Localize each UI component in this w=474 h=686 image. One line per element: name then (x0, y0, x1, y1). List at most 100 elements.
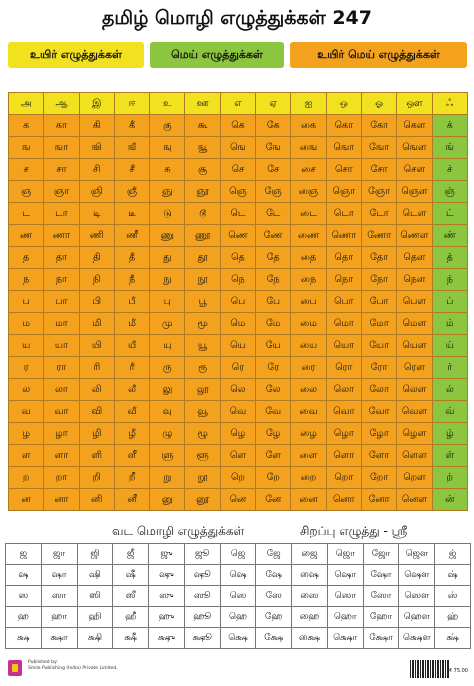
compound-letter-cell: பா (43, 290, 80, 313)
compound-letter-cell: ணோ (360, 224, 398, 247)
vowel-cell: உ (149, 92, 186, 115)
compound-letter-cell: னீ (113, 488, 151, 511)
compound-letter-cell: ரா (43, 356, 80, 379)
compound-letter-cell: ளு (149, 444, 186, 467)
consonant-cell: ம் (431, 312, 469, 335)
vowel-cell: இ (78, 92, 115, 115)
grantha-letter-cell: ஸு (148, 585, 185, 607)
compound-letter-cell: ழே (255, 422, 292, 445)
compound-letter-cell: வோ (360, 400, 398, 423)
compound-letter-cell: வ (7, 400, 45, 423)
compound-letter-cell: ல (7, 378, 45, 401)
compound-letter-cell: நூ (184, 268, 221, 291)
grantha-letter-cell: ஜெ (219, 543, 257, 565)
compound-letter-cell: த (7, 246, 45, 269)
compound-letter-cell: ரொ (325, 356, 362, 379)
table-row: ம மா மி மீ மு மூ மெ மே மை மொ மோ மௌ ம் (7, 312, 469, 335)
compound-letter-cell: ஙை (290, 136, 327, 159)
compound-letter-cell: டீ (113, 202, 151, 225)
grantha-letter-cell: ஜீ (112, 543, 150, 565)
grantha-letter-cell: ஸா (40, 585, 78, 607)
compound-letter-cell: யௌ (396, 334, 433, 357)
compound-letter-cell: ஞொ (325, 180, 362, 203)
consonant-cell: ய் (431, 334, 469, 357)
compound-letter-cell: ள (7, 444, 45, 467)
compound-letter-cell: றோ (360, 466, 398, 489)
compound-letter-cell: தூ (184, 246, 221, 269)
compound-letter-cell: டே (255, 202, 292, 225)
compound-letter-cell: ணி (78, 224, 115, 247)
legend-compound: உயிர் மெய் எழுத்துக்கள் (290, 42, 467, 68)
compound-letter-cell: மொ (325, 312, 362, 335)
legend-vowels: உயிர் எழுத்துக்கள் (8, 42, 144, 68)
table-row: ஷ ஷா ஷி ஷீ ஷு ஷூ ஷெ ஷே ஷை ஷொ ஷோ ஷௌ ஷ் (5, 564, 471, 586)
grantha-letter-cell: க்ஷொ (326, 627, 364, 649)
table-row: ழ ழா ழி ழீ ழு ழூ ழெ ழே ழை ழொ ழோ ழௌ ழ் (7, 422, 469, 445)
compound-letter-cell: ஙா (43, 136, 80, 159)
publisher-footer: Published by: Smile Publishing (India) P… (8, 660, 468, 682)
compound-letter-cell: டி (78, 202, 115, 225)
compound-letter-cell: ஙௌ (396, 136, 433, 159)
compound-letter-cell: ளீ (113, 444, 151, 467)
compound-letter-cell: ப (7, 290, 45, 313)
consonant-cell: ச் (431, 158, 469, 181)
consonant-cell: க் (431, 114, 469, 137)
consonant-cell: ன் (431, 488, 469, 511)
compound-letter-cell: வௌ (396, 400, 433, 423)
compound-letter-cell: றௌ (396, 466, 433, 489)
compound-letter-cell: ரே (255, 356, 292, 379)
grantha-letter-cell: ஷே (255, 564, 293, 586)
grantha-letter-cell: ஜோ (362, 543, 400, 565)
grantha-letter-cell: ஜி (76, 543, 114, 565)
compound-letter-cell: ண (7, 224, 45, 247)
grantha-letter-cell: ஸூ (183, 585, 221, 607)
table-row: ஜ ஜா ஜி ஜீ ஜு ஜூ ஜெ ஜே ஜை ஜொ ஜோ ஜௌ ஜ் (5, 543, 471, 565)
grantha-title: வட மொழி எழுத்துக்கள் (112, 524, 245, 538)
compound-letter-cell: ளெ (219, 444, 257, 467)
published-by-label: Published by: (28, 660, 58, 665)
compound-letter-cell: நொ (325, 268, 362, 291)
compound-letter-cell: றொ (325, 466, 362, 489)
grantha-letter-cell: ஹ் (434, 606, 471, 628)
compound-letter-cell: று (149, 466, 186, 489)
grantha-letter-cell: ஷௌ (398, 564, 436, 586)
compound-letter-cell: பி (78, 290, 115, 313)
compound-letter-cell: லீ (113, 378, 151, 401)
compound-letter-cell: யொ (325, 334, 362, 357)
compound-letter-cell: கூ (184, 114, 221, 137)
grantha-letter-cell: ஷீ (112, 564, 150, 586)
tamil-letters-grid: அ ஆ இ ஈ உ ஊ எ ஏ ஐ ஒ ஓ ஔ ஃ க கா கி கீ கு கூ கெ கே கை கொ கோ கௌ க் ங ங… (7, 92, 469, 511)
compound-letter-cell: னௌ (396, 488, 433, 511)
compound-letter-cell: ரோ (360, 356, 398, 379)
table-row: வ வா வி வீ வு வூ வெ வே வை வொ வோ வௌ வ் (7, 400, 469, 423)
grantha-letter-cell: ஜு (148, 543, 185, 565)
grantha-letter-cell: ஸி (76, 585, 114, 607)
compound-letter-cell: தை (290, 246, 327, 269)
compound-letter-cell: ஞௌ (396, 180, 433, 203)
special-letter-title: சிறப்பு எழுத்து - ஸ்ரீ (300, 524, 408, 538)
compound-letter-cell: மை (290, 312, 327, 335)
compound-letter-cell: சோ (360, 158, 398, 181)
compound-letter-cell: ழி (78, 422, 115, 445)
compound-letter-cell: தீ (113, 246, 151, 269)
grantha-letter-cell: ஷு (148, 564, 185, 586)
consonant-cell: ந் (431, 268, 469, 291)
grantha-letter-cell: க்ஷெ (219, 627, 257, 649)
table-row: ப பா பி பீ பு பூ பெ பே பை பொ போ பௌ ப் (7, 290, 469, 313)
compound-letter-cell: றெ (219, 466, 257, 489)
compound-letter-cell: தே (255, 246, 292, 269)
grantha-letter-cell: ஜா (40, 543, 78, 565)
compound-letter-cell: மே (255, 312, 292, 335)
compound-letter-cell: ஞூ (184, 180, 221, 203)
compound-letter-cell: யீ (113, 334, 151, 357)
compound-letter-cell: கே (255, 114, 292, 137)
vowel-cell: அ (7, 92, 45, 115)
table-row: ற றா றி றீ று றூ றெ றே றை றொ றோ றௌ ற் (7, 466, 469, 489)
compound-letter-cell: றை (290, 466, 327, 489)
compound-letter-cell: யூ (184, 334, 221, 357)
compound-letter-cell: டு (149, 202, 186, 225)
compound-letter-cell: ஞெ (219, 180, 257, 203)
compound-letter-cell: தி (78, 246, 115, 269)
consonant-cell: ங் (431, 136, 469, 159)
compound-letter-cell: நை (290, 268, 327, 291)
